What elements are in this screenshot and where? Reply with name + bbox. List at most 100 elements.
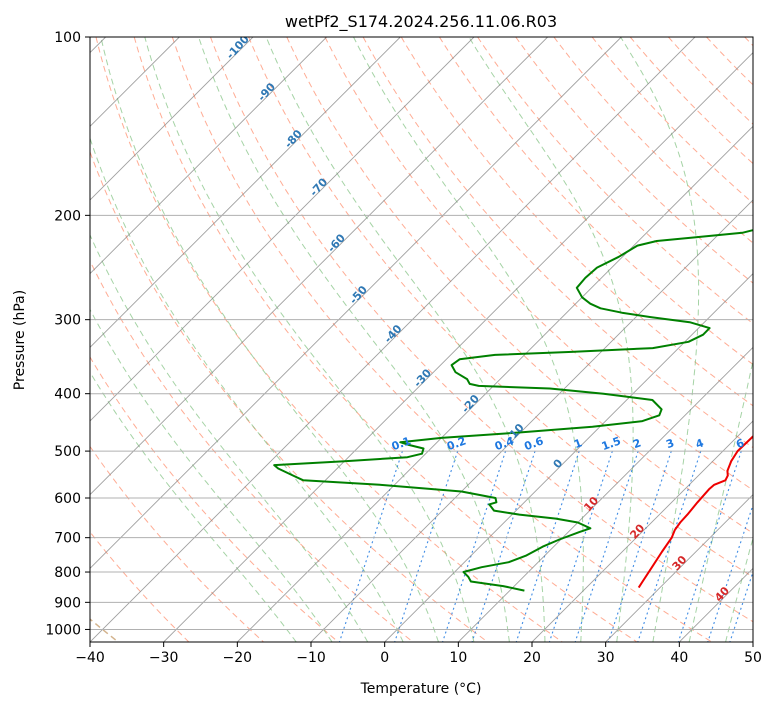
mixing-ratio-line [338, 450, 403, 642]
mixing-ratio-label: 0.4 [493, 434, 516, 453]
isotherm-label: -90 [255, 80, 278, 104]
y-axis: 1000 900 800 700 600 500 400 300 200 100 [45, 30, 90, 638]
x-tick-label: 10 [449, 650, 467, 666]
mixing-ratio-label: 8 [764, 436, 775, 451]
mixing-ratio-label: 1.5 [600, 434, 623, 453]
dry-adiabat [438, 37, 753, 366]
moist-adiabat [468, 37, 634, 642]
sounding-profiles [273, 229, 753, 592]
dry-adiabat [90, 531, 190, 642]
isotherm-line [752, 641, 753, 642]
y-tick-label: 400 [54, 387, 81, 403]
mixing-ratio-label: 2 [631, 436, 643, 451]
isotherm-label: -40 [382, 322, 405, 346]
isotherm-line [90, 37, 475, 422]
x-tick-label: 20 [523, 650, 541, 666]
moist-adiabat [265, 37, 546, 642]
isotherm-label: 30 [670, 553, 690, 573]
dry-adiabat [90, 445, 264, 642]
moist-adiabat [620, 37, 700, 642]
dry-adiabat [591, 37, 753, 204]
isotherm-label: 10 [581, 494, 601, 514]
x-tick-label: 30 [597, 650, 615, 666]
mixing-ratio-line [707, 503, 753, 642]
dry-adiabat [210, 37, 753, 623]
y-axis-label: Pressure (hPa) [12, 290, 28, 390]
isotherm-label: -70 [307, 175, 330, 199]
moist-adiabat [725, 536, 753, 642]
mixing-ratio-label: 1 [572, 436, 584, 451]
dewpoint-line [273, 229, 753, 592]
isotherm-line [90, 37, 254, 201]
mixing-ratio-line [759, 451, 775, 642]
isotherm-line [163, 52, 753, 642]
dry-adiabat [248, 37, 753, 578]
isotherm-line [605, 494, 753, 642]
mixing-ratio-label: 4 [694, 436, 706, 451]
isotherm-label: -30 [411, 366, 434, 390]
y-tick-label: 1000 [45, 622, 81, 638]
dry-adiabat [90, 259, 414, 642]
x-axis-label: Temperature (°C) [360, 681, 482, 697]
y-tick-label: 300 [54, 313, 81, 329]
mixing-ratio-label: 3 [664, 436, 676, 451]
isotherm-line [237, 125, 753, 642]
isotherm-line [458, 346, 753, 642]
y-tick-label: 800 [54, 565, 81, 581]
moist-adiabat [100, 37, 439, 642]
mixing-ratio-line [677, 450, 742, 642]
moist-adiabat [90, 233, 369, 642]
chart-title: wetPf2_S174.2024.256.11.06.R03 [285, 12, 557, 32]
mixing-ratio-line [548, 450, 613, 642]
moist-adiabat [144, 37, 475, 642]
isotherm-line [90, 37, 696, 642]
pressure-gridlines [90, 37, 753, 630]
x-axis: −40 −30 −20 −10 0 10 20 30 40 50 [75, 642, 762, 666]
dry-adiabat [90, 150, 488, 642]
dry-adiabat [706, 37, 753, 86]
line-labels: -100-90-80-70-60-50-40-30-20-10010203040… [224, 37, 775, 604]
mixing-ratio-line [607, 450, 672, 642]
isotherm-label: 40 [712, 584, 732, 604]
isotherm-label: -50 [347, 283, 370, 307]
y-tick-label: 700 [54, 531, 81, 547]
isotherm-label: 0 [551, 456, 566, 471]
x-tick-label: −30 [149, 650, 179, 666]
dry-adiabat [324, 37, 753, 491]
temperature-line [637, 435, 753, 589]
mixing-ratio-line [471, 450, 536, 642]
y-tick-label: 500 [54, 444, 81, 460]
isotherm-label: -80 [282, 127, 305, 151]
x-tick-label: 0 [380, 650, 389, 666]
moist-adiabat [90, 371, 297, 642]
moist-adiabat [90, 308, 333, 642]
x-tick-label: 50 [744, 650, 762, 666]
mixing-ratio-line [574, 450, 639, 642]
mixing-ratio-line [637, 450, 702, 642]
mixing-ratio-label: 0.2 [445, 434, 468, 453]
mixing-ratio-line [729, 570, 753, 642]
isotherm-line [310, 199, 753, 642]
y-tick-label: 200 [54, 208, 81, 224]
moist-adiabat [353, 37, 584, 642]
isotherm-label: -60 [325, 231, 348, 255]
y-tick-label: 600 [54, 491, 81, 507]
dry-adiabat [171, 37, 712, 642]
dry-adiabat [668, 37, 753, 125]
dry-adiabat [400, 37, 753, 407]
moist-adiabat [198, 37, 510, 642]
x-tick-label: −20 [223, 650, 253, 666]
isotherm-label: 20 [627, 521, 647, 541]
isotherm-line [90, 37, 548, 496]
reference-lines [90, 37, 775, 642]
y-tick-label: 900 [54, 595, 81, 611]
isotherm-line [90, 37, 401, 348]
dry-adiabat [95, 37, 563, 642]
dry-adiabat [133, 37, 638, 642]
x-tick-label: −40 [75, 650, 105, 666]
isotherm-line [531, 420, 753, 642]
plot-frame [89, 36, 754, 643]
dry-adiabat [286, 37, 753, 534]
dry-adiabat [553, 37, 753, 244]
